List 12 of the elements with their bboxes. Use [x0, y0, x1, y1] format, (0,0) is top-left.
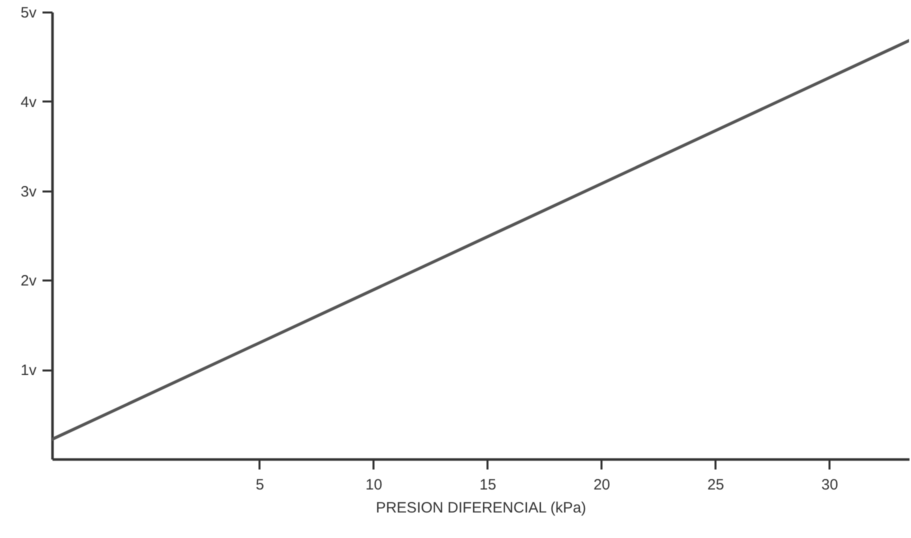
- y-tick-label: 1v: [20, 362, 37, 380]
- x-tick-label: 15: [479, 476, 496, 494]
- y-tick-label: 3v: [20, 183, 37, 200]
- x-tick-label: 10: [366, 476, 382, 494]
- x-tick-label: 20: [593, 476, 610, 494]
- y-tick-label: 5v: [20, 4, 37, 22]
- y-tick-label: 2v: [20, 272, 37, 290]
- x-axis-title: PRESION DIFERENCIAL (kPa): [376, 500, 586, 516]
- x-tick-label: 30: [821, 476, 838, 494]
- x-tick-label: 5: [256, 476, 264, 494]
- y-tick-label: 4v: [20, 94, 37, 111]
- x-tick-label: 25: [707, 476, 724, 494]
